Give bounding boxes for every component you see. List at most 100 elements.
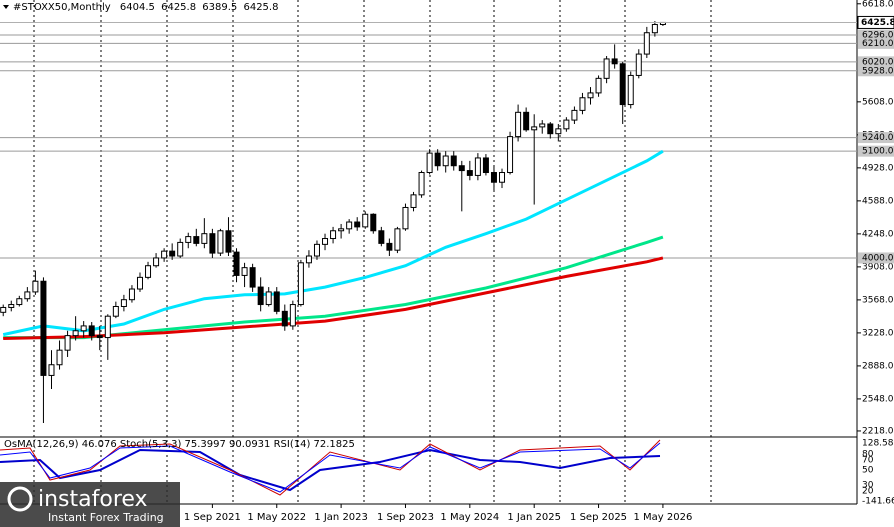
candle-body xyxy=(185,236,192,243)
candle-body xyxy=(466,170,473,176)
x-tick-label: 1 May 2024 xyxy=(440,512,499,523)
candle-body xyxy=(201,233,208,244)
candle-body xyxy=(193,236,200,244)
candle-body xyxy=(490,172,497,183)
y-tick-label: 2218.0 xyxy=(862,426,894,436)
osma-line xyxy=(0,448,661,492)
candle-body xyxy=(531,126,538,131)
watermark-brand: instaforex xyxy=(38,487,148,512)
candle-body xyxy=(611,58,618,65)
candle-body xyxy=(539,123,546,128)
candle-body xyxy=(0,306,7,313)
candle-body xyxy=(64,335,71,351)
indicator-scale-label: 50 xyxy=(862,466,874,476)
candle-body xyxy=(595,77,602,94)
candle-body xyxy=(72,330,79,337)
candle-body xyxy=(241,267,248,276)
candle-body xyxy=(233,251,240,276)
candle-body xyxy=(563,119,570,130)
candle-body xyxy=(40,280,47,376)
candle-body xyxy=(434,152,441,167)
indicator-scale-label: 70 xyxy=(862,456,874,466)
candle-body xyxy=(370,213,377,232)
candle-body xyxy=(313,243,320,257)
candle-body xyxy=(217,230,224,254)
level-box xyxy=(858,132,894,144)
candle-body xyxy=(643,32,650,55)
level-label: 5100.0 xyxy=(862,147,894,157)
y-tick-label: 5608.0 xyxy=(862,97,894,107)
watermark-icon xyxy=(7,486,33,512)
y-tick-label: 3908.0 xyxy=(862,262,894,272)
candle-body xyxy=(32,280,39,293)
candle-body xyxy=(362,213,369,228)
watermark: instaforex Instant Forex Trading xyxy=(0,482,180,527)
level-box xyxy=(858,56,894,68)
candle-body xyxy=(120,299,127,307)
candle-body xyxy=(48,364,55,376)
candle-body xyxy=(482,157,489,174)
y-tick-label: 4928.0 xyxy=(862,163,894,173)
candle-body xyxy=(153,257,160,267)
candle-body xyxy=(273,291,280,312)
y-tick-label: 2548.0 xyxy=(862,394,894,404)
candle-body xyxy=(104,315,111,339)
candle-body xyxy=(442,155,449,167)
candle-body xyxy=(474,157,481,176)
candle-body xyxy=(426,152,433,174)
candle-body xyxy=(507,136,514,174)
candle-body xyxy=(571,109,578,121)
candle-body xyxy=(450,155,457,167)
candle-body xyxy=(386,242,393,251)
candle-body xyxy=(56,349,63,366)
candle-body xyxy=(16,298,23,306)
y-tick-label: 4588.0 xyxy=(862,196,894,206)
x-tick-label: 1 May 2022 xyxy=(247,512,306,523)
candle-body xyxy=(8,304,15,308)
candle-body xyxy=(651,24,658,34)
candle-body xyxy=(88,325,95,337)
x-tick-label: 1 Jan 2025 xyxy=(507,512,561,523)
candle-body xyxy=(281,310,288,327)
candle-body xyxy=(297,262,304,306)
level-box xyxy=(858,29,894,41)
candle-body xyxy=(346,221,353,230)
low-value: 6389.5 xyxy=(202,2,237,13)
x-tick-label: 1 May 2026 xyxy=(633,512,692,523)
candle-body xyxy=(635,53,642,76)
symbol: #STOXX50,Monthly xyxy=(13,2,111,13)
candle-body xyxy=(354,221,361,228)
level-box xyxy=(858,252,894,264)
indicator-scale-label: 128.582 xyxy=(862,439,894,449)
candle-body xyxy=(418,172,425,196)
x-tick-label: 1 Sep 2021 xyxy=(184,512,241,523)
candle-body xyxy=(128,288,135,301)
candle-body xyxy=(627,74,634,106)
candle-body xyxy=(555,128,562,135)
indicator-scale-label: 30 xyxy=(862,481,874,491)
rsi-line xyxy=(0,442,661,493)
indicator-sketch xyxy=(0,439,661,496)
y-tick-label: 3568.0 xyxy=(862,295,894,305)
moving-average xyxy=(3,256,664,340)
x-tick-label: 1 Jan 2023 xyxy=(314,512,368,523)
close-value: 6425.8 xyxy=(243,2,278,13)
candle-body xyxy=(145,265,152,278)
candle-body xyxy=(579,97,586,111)
watermark-tagline: Instant Forex Trading xyxy=(48,511,164,524)
candle-body xyxy=(330,230,337,240)
level-box xyxy=(858,37,894,49)
candle-body xyxy=(402,206,409,230)
y-tick-label: 6618.0 xyxy=(862,0,894,9)
candle-body xyxy=(177,241,184,257)
level-box xyxy=(858,65,894,77)
level-label: 6210.0 xyxy=(862,39,894,49)
candle-body xyxy=(523,111,530,131)
candle-body xyxy=(80,325,87,332)
header: #STOXX50,Monthly 6404.5 6425.8 6389.5 64… xyxy=(3,2,278,13)
candle-body xyxy=(225,230,232,253)
candle-body xyxy=(257,286,264,306)
candle-body xyxy=(96,335,103,339)
